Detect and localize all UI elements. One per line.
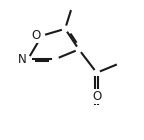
Text: N: N xyxy=(18,52,27,66)
Text: O: O xyxy=(31,29,40,42)
Text: O: O xyxy=(92,90,101,103)
